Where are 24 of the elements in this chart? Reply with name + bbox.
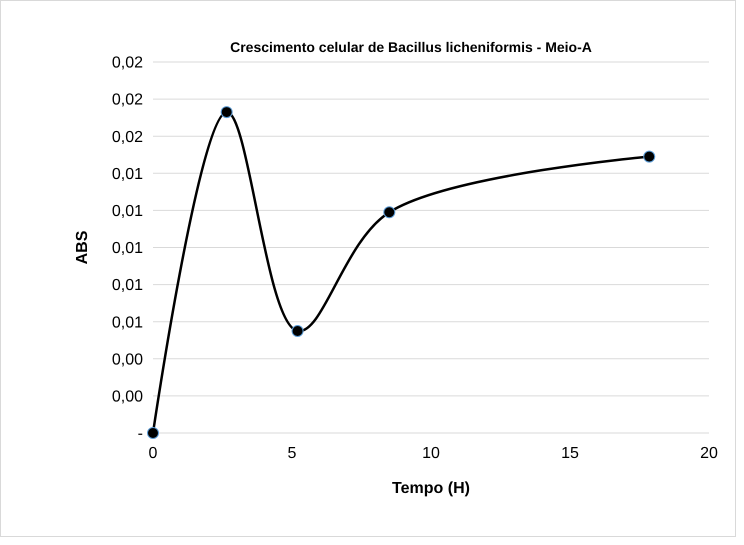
y-tick-label: 0,01	[112, 314, 144, 332]
x-tick-label: 10	[422, 445, 440, 462]
point	[147, 427, 159, 439]
y-tick-label: 0,01	[112, 277, 144, 294]
point	[643, 150, 656, 163]
y-tick-label: 0,01	[112, 166, 144, 183]
y-tick-label: 0,02	[112, 92, 144, 109]
x-tick-label: 5	[288, 445, 297, 462]
y-tick-label: 0,01	[112, 203, 144, 220]
y-tick-label: -	[138, 426, 143, 443]
chart-title: Crescimento celular de Bacillus licheniformis - Meio-A	[230, 39, 592, 55]
x-tick-label: 15	[561, 445, 579, 462]
point	[220, 106, 233, 118]
y-tick-label: 0,01	[112, 240, 144, 258]
y-tick-label: 0,02	[112, 128, 144, 146]
point	[383, 206, 396, 218]
x-tick-label: 20	[700, 445, 718, 462]
x-axis-title: Tempo (H)	[392, 480, 470, 497]
point	[292, 324, 304, 337]
y-tick-label: 0,00	[112, 388, 144, 406]
y-tick-label: 0,00	[112, 351, 144, 368]
y-axis-title: ABS	[74, 230, 91, 264]
y-tick-label: 0,02	[112, 54, 144, 72]
x-tick-label: 0	[148, 445, 158, 462]
